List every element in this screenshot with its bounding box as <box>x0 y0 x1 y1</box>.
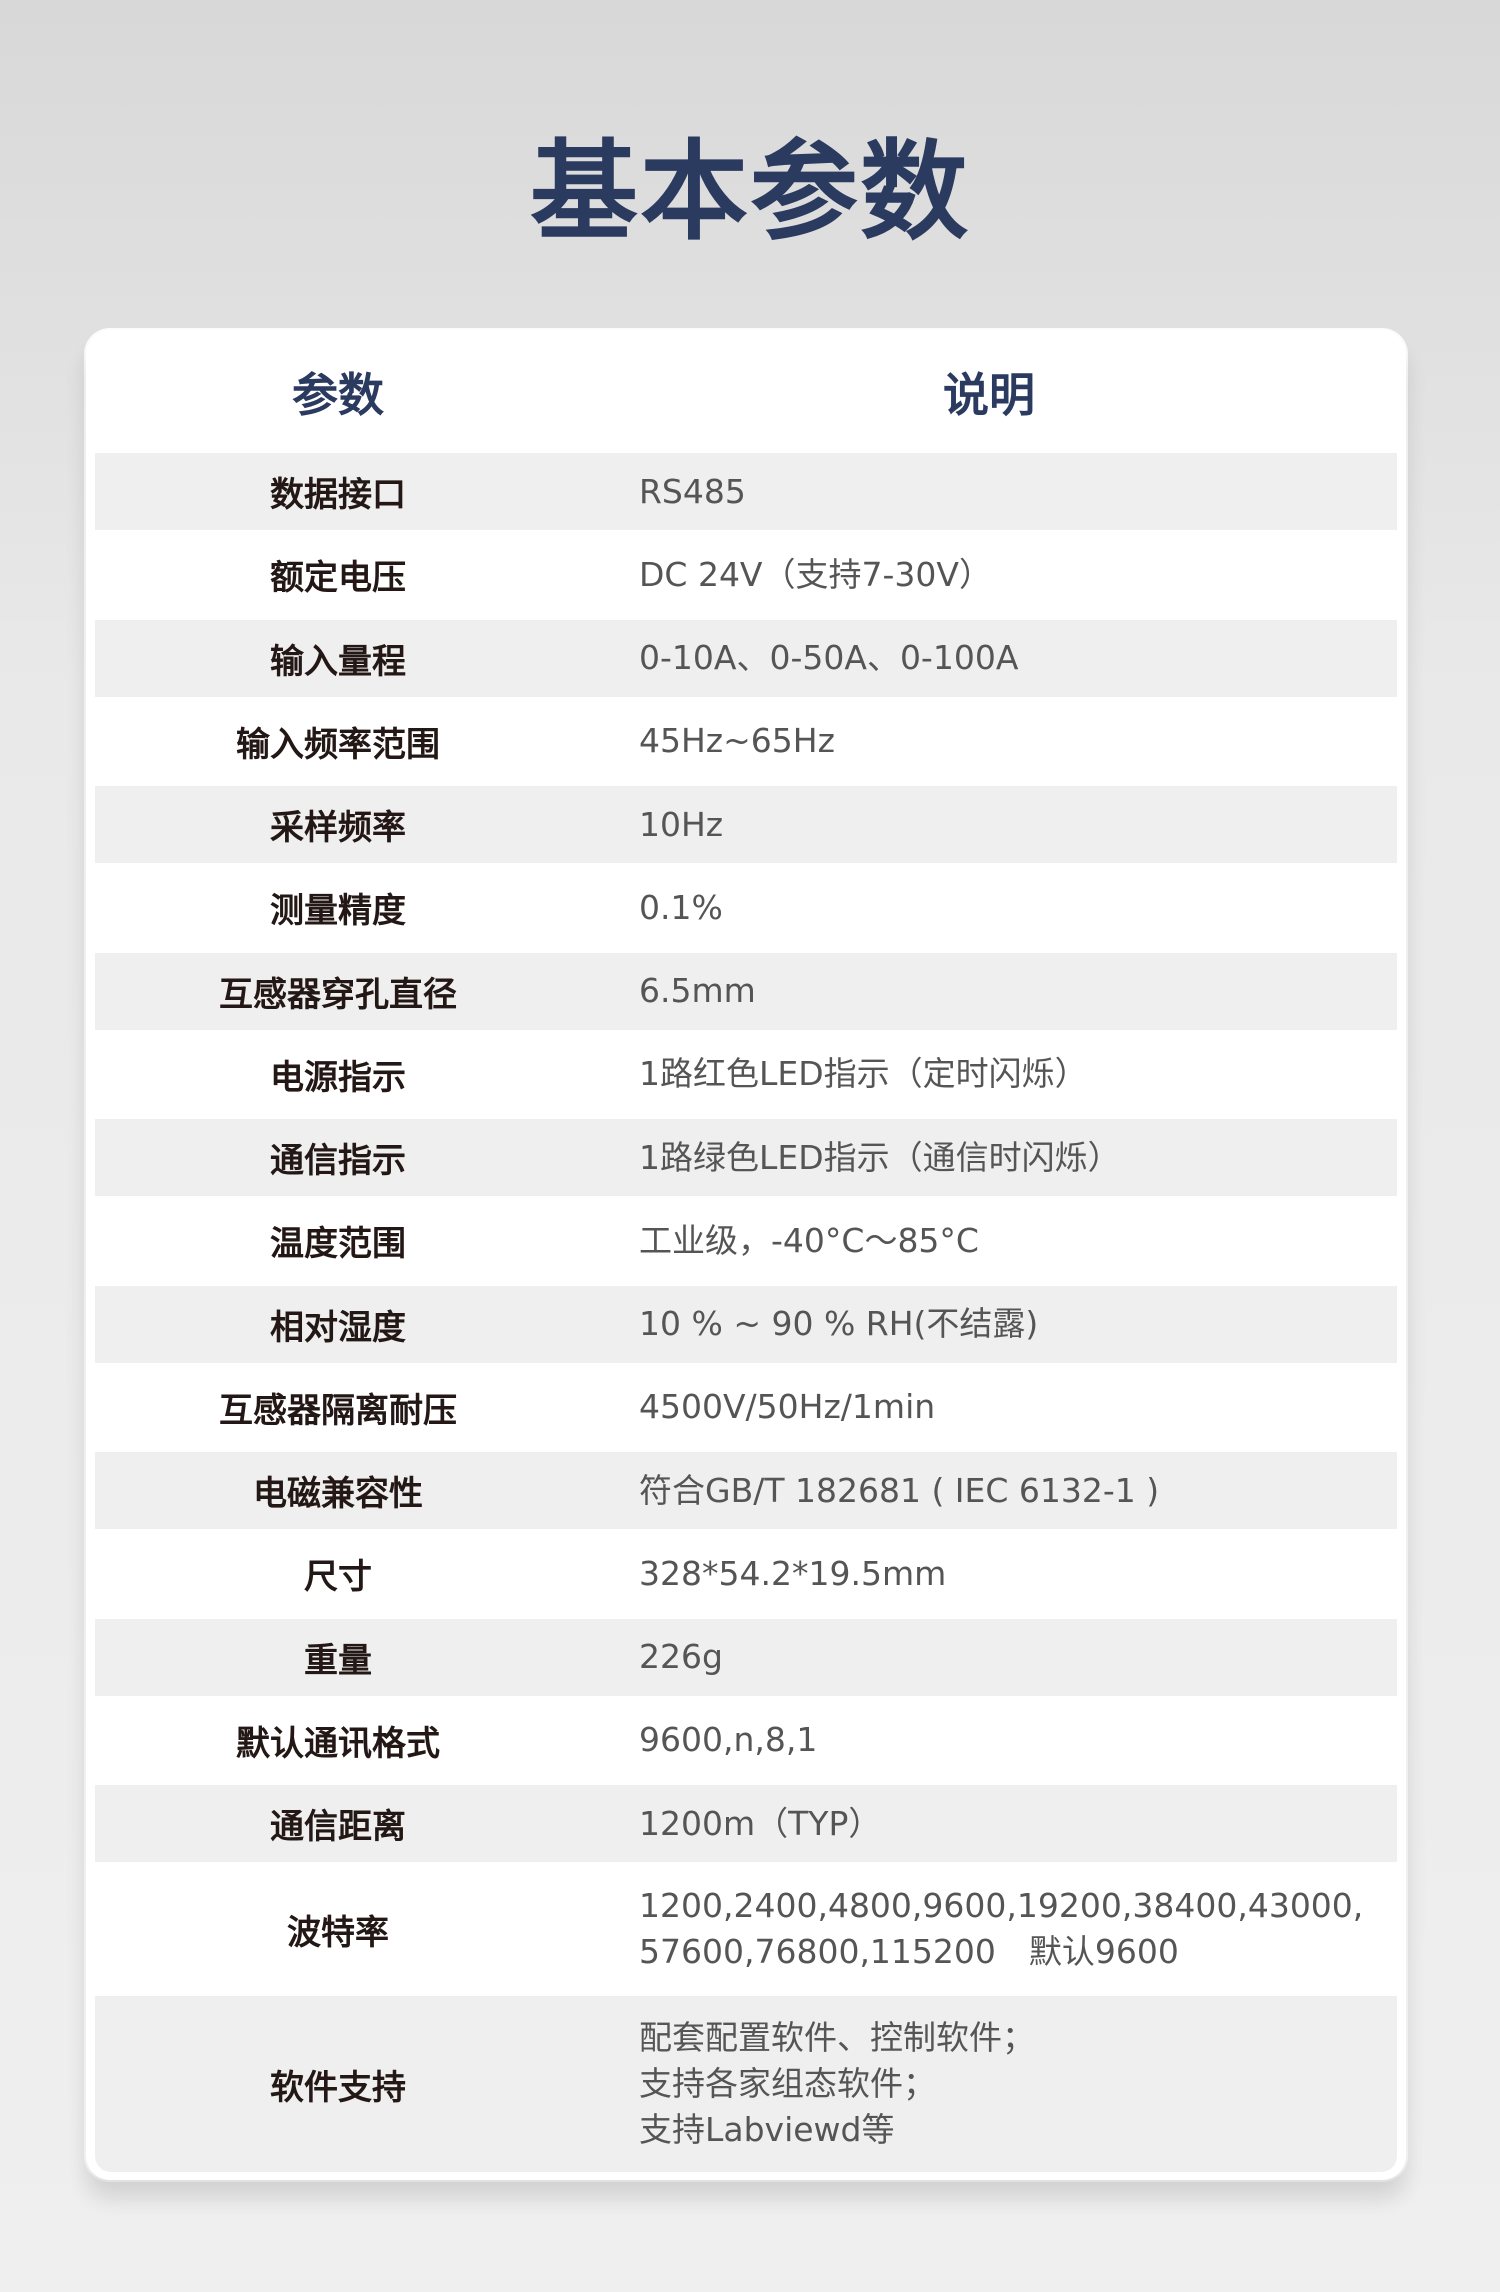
param-name: 电源指示 <box>270 1057 406 1098</box>
table-row: 通信距离 1200m（TYP） <box>95 1785 1397 1862</box>
parameters-table: 参数 说明 数据接口 RS485 额定电压 DC 24V（支持7-30V） 输入量程 0-… <box>86 330 1406 2180</box>
param-desc: RS485 <box>639 471 746 511</box>
param-desc: 1路红色LED指示（定时闪烁） <box>639 1054 1088 1094</box>
param-name: 电磁兼容性 <box>253 1474 423 1514</box>
param-desc: 0.1% <box>639 887 723 927</box>
param-name: 输入量程 <box>270 641 406 682</box>
param-desc: 0-10A、0-50A、0-100A <box>639 638 1019 677</box>
param-name: 采样频率 <box>270 808 406 848</box>
param-desc: 1200m（TYP） <box>639 1803 882 1843</box>
param-desc: 9600,n,8,1 <box>639 1720 818 1760</box>
header-param: 参数 <box>292 367 384 422</box>
param-desc: 328*54.2*19.5mm <box>639 1553 947 1593</box>
table-row: 输入量程 0-10A、0-50A、0-100A <box>95 619 1397 697</box>
table-row: 额定电压 DC 24V（支持7-30V） <box>95 530 1397 620</box>
table-row: 温度范围 工业级，-40°C～85°C <box>95 1196 1397 1286</box>
param-name: 温度范围 <box>270 1224 406 1265</box>
table-row: 电源指示 1路红色LED指示（定时闪烁） <box>95 1029 1397 1119</box>
param-desc: 符合GB/T 182681 ( IEC 6132-1 ) <box>639 1470 1160 1510</box>
param-name: 互感器隔离耐压 <box>219 1390 457 1431</box>
table-row: 互感器穿孔直径 6.5mm <box>95 952 1397 1030</box>
table-header: 参数 说明 <box>95 330 1397 453</box>
param-desc: 226g <box>639 1637 723 1676</box>
table-row: 通信指示 1路绿色LED指示（通信时闪烁） <box>95 1119 1397 1196</box>
param-name: 数据接口 <box>270 475 406 515</box>
table-row: 数据接口 RS485 <box>95 453 1397 530</box>
page-title: 基本参数 <box>529 130 970 255</box>
table-row: 采样频率 10Hz <box>95 786 1397 863</box>
table-row: 测量精度 0.1% <box>95 863 1397 953</box>
param-desc: DC 24V（支持7-30V） <box>639 554 992 594</box>
param-desc: 1200,2400,4800,9600,19200,38400,43000, 5… <box>639 1886 1364 1971</box>
header-desc: 说明 <box>943 367 1035 422</box>
param-name: 通信距离 <box>270 1807 406 1847</box>
param-name: 测量精度 <box>270 891 406 932</box>
param-desc: 1路绿色LED指示（通信时闪烁） <box>639 1137 1121 1177</box>
param-name: 默认通讯格式 <box>236 1723 440 1764</box>
param-name: 重量 <box>304 1640 372 1681</box>
param-name: 通信指示 <box>270 1141 406 1181</box>
param-desc: 工业级，-40°C～85°C <box>639 1220 979 1260</box>
table-row: 尺寸 328*54.2*19.5mm <box>95 1529 1397 1619</box>
table-row: 波特率 1200,2400,4800,9600,19200,38400,43000… <box>95 1862 1397 1996</box>
table-row: 互感器隔离耐压 4500V/50Hz/1min <box>95 1362 1397 1452</box>
param-desc: 10Hz <box>639 804 724 844</box>
table-row: 默认通讯格式 9600,n,8,1 <box>95 1695 1397 1785</box>
param-name: 输入频率范围 <box>236 724 440 765</box>
table-row: 电磁兼容性 符合GB/T 182681 ( IEC 6132-1 ) <box>95 1452 1397 1529</box>
table-row: 重量 226g <box>95 1618 1397 1696</box>
param-desc: 10 % ~ 90 % RH(不结露) <box>639 1304 1039 1343</box>
param-desc: 45Hz~65Hz <box>639 721 835 761</box>
param-name: 额定电压 <box>270 558 406 599</box>
table-row: 相对湿度 10 % ~ 90 % RH(不结露) <box>95 1285 1397 1363</box>
table-row: 输入频率范围 45Hz~65Hz <box>95 696 1397 786</box>
param-name: 互感器穿孔直径 <box>219 974 457 1015</box>
param-desc: 配套配置软件、控制软件； 支持各家组态软件； 支持Labviewd等 <box>639 2018 1035 2149</box>
param-name: 尺寸 <box>304 1557 372 1598</box>
param-desc: 4500V/50Hz/1min <box>639 1387 936 1427</box>
param-name: 波特率 <box>287 1912 389 1953</box>
table-row: 软件支持 配套配置软件、控制软件； 支持各家组态软件； 支持Labviewd等 <box>95 1996 1397 2172</box>
param-name: 软件支持 <box>270 2067 406 2108</box>
param-desc: 6.5mm <box>639 971 756 1010</box>
param-name: 相对湿度 <box>270 1307 406 1348</box>
